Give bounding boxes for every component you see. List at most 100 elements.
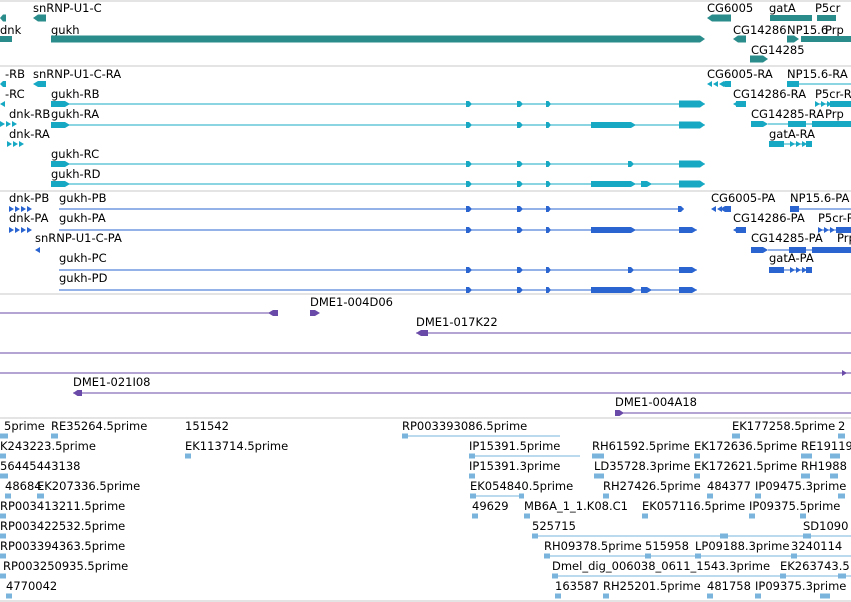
exon-block[interactable]: [517, 101, 523, 107]
exon-block[interactable]: [751, 121, 768, 127]
strand-arrow[interactable]: [842, 370, 847, 376]
est-block[interactable]: [803, 533, 811, 539]
clone-end[interactable]: [73, 390, 82, 396]
feature-label[interactable]: RH09378.5prime: [544, 539, 642, 553]
strand-arrow[interactable]: [713, 81, 718, 87]
feature-label[interactable]: DME1-004A18: [615, 395, 697, 409]
cds-block[interactable]: [720, 206, 731, 212]
est-block[interactable]: [694, 473, 700, 479]
feature-label[interactable]: DME1-021I08: [73, 375, 151, 389]
exon-block[interactable]: [769, 141, 784, 147]
est-block[interactable]: [0, 433, 8, 439]
gene-model[interactable]: [801, 36, 851, 42]
feature-label[interactable]: gukh-PC: [59, 251, 107, 265]
exon-block[interactable]: [591, 122, 636, 128]
est-block[interactable]: [642, 513, 648, 519]
exon-block[interactable]: [51, 122, 70, 128]
feature-label[interactable]: IP15391.3prime: [469, 459, 560, 473]
exon-block[interactable]: [51, 161, 70, 167]
exon-block[interactable]: [679, 100, 705, 108]
strand-arrow[interactable]: [0, 121, 5, 127]
feature-label[interactable]: 515958: [645, 539, 689, 553]
est-block[interactable]: [820, 593, 830, 599]
cds-block[interactable]: [678, 206, 684, 212]
exon-block[interactable]: [33, 81, 46, 87]
cds-block[interactable]: [641, 287, 652, 293]
strand-arrow[interactable]: [815, 101, 820, 107]
exon-block[interactable]: [546, 122, 551, 128]
strand-arrow[interactable]: [821, 101, 826, 107]
feature-label[interactable]: 484377: [707, 479, 751, 493]
exon-block[interactable]: [736, 101, 746, 107]
feature-label[interactable]: EK207336.5prime: [37, 479, 140, 493]
feature-label[interactable]: IP09475.3prime: [755, 479, 846, 493]
feature-label[interactable]: snRNP-U1-C-PA: [35, 231, 122, 245]
cds-block[interactable]: [517, 206, 523, 212]
exon-block[interactable]: [830, 101, 851, 107]
exon-block[interactable]: [788, 121, 806, 127]
gene-model[interactable]: [0, 14, 6, 22]
gene-model[interactable]: [733, 35, 746, 43]
est-block[interactable]: [6, 593, 12, 599]
est-block[interactable]: [402, 433, 408, 439]
cds-block[interactable]: [466, 227, 472, 233]
strand-arrow[interactable]: [21, 206, 26, 212]
feature-label[interactable]: 56445443138: [0, 459, 80, 473]
exon-block[interactable]: [51, 101, 70, 107]
est-block[interactable]: [838, 573, 846, 579]
feature-label[interactable]: RH61592.5prime: [592, 439, 690, 453]
feature-label[interactable]: NP15.6: [787, 23, 828, 37]
exon-block[interactable]: [787, 81, 799, 87]
feature-label[interactable]: gukh-RD: [51, 167, 101, 181]
est-block[interactable]: [0, 553, 6, 559]
strand-arrow[interactable]: [711, 206, 716, 212]
feature-label[interactable]: EK177258.5prime: [732, 419, 835, 433]
feature-label[interactable]: CG14286: [733, 23, 787, 37]
feature-label[interactable]: 2: [838, 419, 845, 433]
est-block[interactable]: [603, 593, 609, 599]
feature-label[interactable]: LD35728.3prime: [594, 459, 690, 473]
feature-label[interactable]: IP15391.5prime: [469, 439, 560, 453]
feature-label[interactable]: gatA-RA: [769, 127, 815, 141]
clone-end[interactable]: [310, 310, 320, 316]
cds-block[interactable]: [679, 287, 697, 293]
feature-label[interactable]: 48684: [5, 479, 42, 493]
exon-block[interactable]: [517, 122, 523, 128]
feature-label[interactable]: dnk-RB: [9, 107, 50, 121]
exon-block[interactable]: [628, 161, 634, 167]
strand-arrow[interactable]: [19, 141, 24, 147]
cds-block[interactable]: [679, 227, 697, 233]
feature-label[interactable]: gukh-RC: [51, 147, 99, 161]
strand-arrow[interactable]: [796, 267, 801, 273]
feature-label[interactable]: K243223.5prime: [0, 439, 96, 453]
feature-label[interactable]: CG14286-RA: [733, 87, 806, 101]
cds-block[interactable]: [546, 287, 551, 293]
feature-label[interactable]: RP003413211.5prime: [0, 499, 125, 513]
strand-arrow[interactable]: [15, 206, 20, 212]
feature-label[interactable]: CG14285-RA: [751, 107, 824, 121]
cds-block[interactable]: [790, 206, 799, 212]
exon-block[interactable]: [51, 181, 70, 187]
gene-model[interactable]: [51, 35, 705, 43]
feature-label[interactable]: snRNP-U1-C: [33, 1, 102, 15]
feature-label[interactable]: dnk-PB: [9, 191, 49, 205]
clone-end[interactable]: [615, 410, 624, 416]
feature-label[interactable]: IP09375.3prime: [755, 579, 846, 593]
exon-block[interactable]: [546, 161, 551, 167]
feature-label[interactable]: CG14285-PA: [751, 231, 823, 245]
feature-label[interactable]: dnk-PA: [9, 211, 49, 225]
strand-arrow[interactable]: [790, 141, 795, 147]
exon-block[interactable]: [466, 122, 472, 128]
clone-end[interactable]: [416, 330, 428, 336]
cds-block[interactable]: [806, 267, 812, 273]
strand-arrow[interactable]: [7, 141, 12, 147]
exon-block[interactable]: [641, 181, 652, 187]
est-block[interactable]: [800, 513, 806, 519]
est-block[interactable]: [0, 573, 6, 579]
cds-block[interactable]: [836, 227, 851, 233]
feature-label[interactable]: EK054840.5prime: [470, 479, 573, 493]
feature-label[interactable]: -RB: [5, 67, 25, 81]
feature-label[interactable]: 4770042: [6, 579, 57, 593]
feature-label[interactable]: gukh-RA: [51, 107, 99, 121]
cds-block[interactable]: [591, 287, 636, 293]
